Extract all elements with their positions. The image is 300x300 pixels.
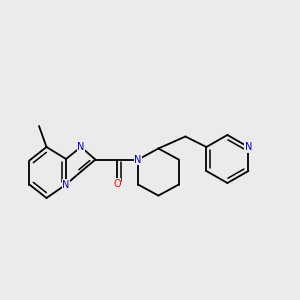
Text: N: N	[245, 142, 252, 152]
Text: N: N	[134, 154, 142, 165]
Text: O: O	[113, 178, 121, 189]
Text: N: N	[62, 179, 70, 190]
Text: N: N	[77, 142, 85, 152]
